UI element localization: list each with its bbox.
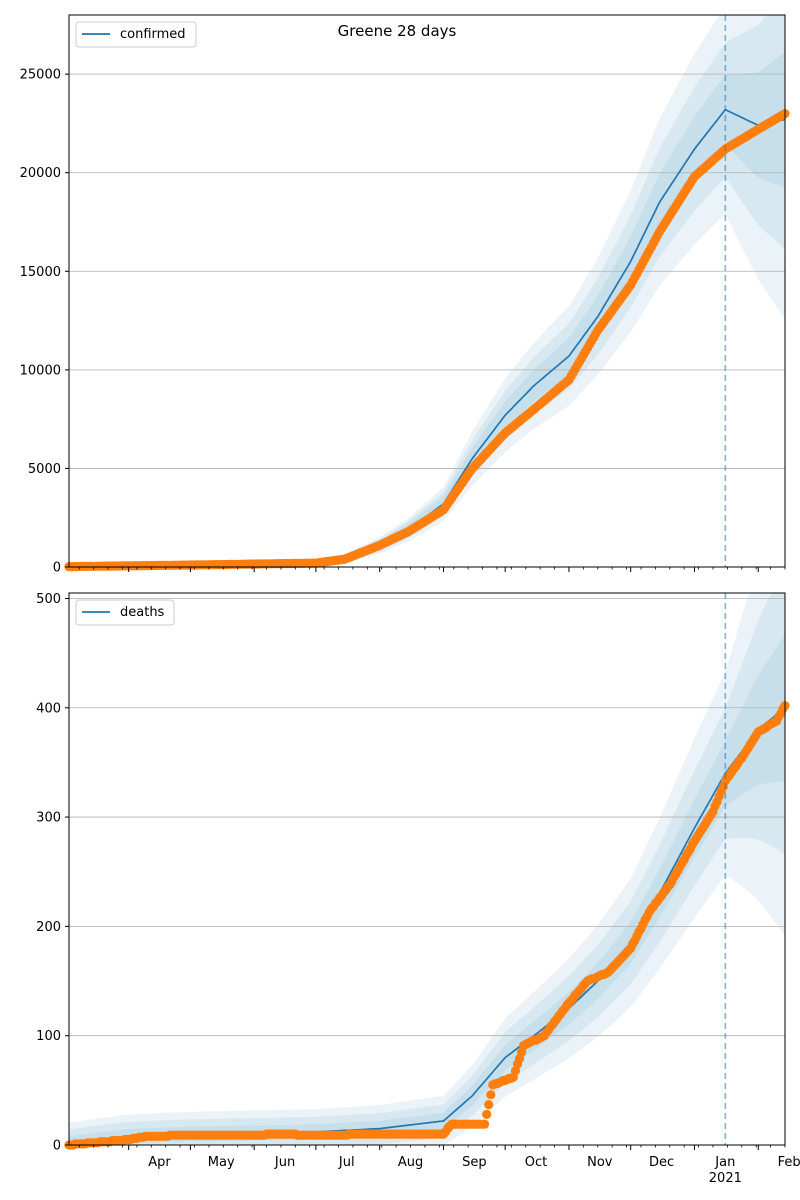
confirmed-axes-frame bbox=[68, 14, 786, 568]
deaths-y-axis: 0 100 200 300 400 500 bbox=[36, 592, 69, 1154]
confirmed-ytick-label: 15000 bbox=[20, 265, 61, 280]
confirmed-ytick-label: 20000 bbox=[20, 166, 61, 181]
confirmed-x-axis bbox=[78, 567, 786, 572]
deaths-observed-point bbox=[484, 1100, 494, 1110]
deaths-xtick-label: Nov bbox=[587, 1155, 613, 1170]
deaths-xtick-label: Aug bbox=[398, 1155, 423, 1170]
deaths-xtick-label: Sep bbox=[462, 1155, 487, 1170]
deaths-year-label: 2021 bbox=[709, 1171, 742, 1186]
deaths-observed-point bbox=[480, 1119, 490, 1129]
confirmed-ytick-label: 0 bbox=[53, 561, 61, 576]
chart-title: Greene 28 days bbox=[338, 22, 457, 40]
deaths-observed-points bbox=[64, 701, 790, 1150]
confirmed-y-axis: 0 5000 10000 15000 20000 25000 bbox=[20, 68, 69, 576]
deaths-xtick-label: Feb bbox=[778, 1155, 800, 1170]
deaths-ytick-label: 100 bbox=[36, 1029, 61, 1044]
deaths-ytick-label: 0 bbox=[53, 1139, 61, 1154]
confirmed-band-1 bbox=[69, 15, 785, 567]
deaths-legend-box bbox=[75, 599, 175, 626]
deaths-observed-point bbox=[482, 1109, 492, 1119]
deaths-ytick-label: 400 bbox=[36, 701, 61, 716]
deaths-xtick-label: May bbox=[208, 1155, 235, 1170]
deaths-axes-frame bbox=[68, 592, 786, 1146]
deaths-xtick-label: Jan bbox=[714, 1155, 735, 1170]
deaths-panel: 0 100 200 300 400 500 Apr May Jun Jul Aug Sep Oct No… bbox=[36, 592, 800, 1186]
deaths-legend-label: deaths bbox=[120, 605, 165, 620]
deaths-band-0 bbox=[69, 593, 785, 1145]
confirmed-band-0 bbox=[69, 15, 785, 567]
deaths-ytick-label: 500 bbox=[36, 592, 61, 607]
confirmed-uncertainty-bands bbox=[69, 15, 785, 567]
deaths-xtick-label: Apr bbox=[148, 1155, 171, 1170]
confirmed-ytick-label: 25000 bbox=[20, 68, 61, 83]
confirmed-band-2 bbox=[69, 51, 785, 567]
deaths-xtick-label: Jun bbox=[274, 1155, 295, 1170]
deaths-xtick-label: Dec bbox=[649, 1155, 674, 1170]
deaths-legend: deaths bbox=[75, 599, 175, 626]
deaths-gridlines bbox=[69, 598, 785, 1037]
confirmed-ytick-label: 5000 bbox=[28, 462, 61, 477]
confirmed-panel: 0 5000 10000 15000 20000 25000 confirmed Gree… bbox=[20, 14, 790, 576]
deaths-observed-point bbox=[486, 1090, 496, 1100]
confirmed-legend: confirmed bbox=[75, 21, 197, 48]
deaths-x-axis: Apr May Jun Jul Aug Sep Oct Nov Dec Jan Feb 2021 bbox=[78, 1145, 800, 1186]
confirmed-legend-box bbox=[75, 21, 197, 48]
deaths-uncertainty-bands bbox=[69, 593, 785, 1145]
confirmed-ytick-label: 10000 bbox=[20, 363, 61, 378]
deaths-xtick-label: Jul bbox=[338, 1155, 355, 1170]
confirmed-gridlines bbox=[69, 73, 785, 469]
deaths-band-1 bbox=[69, 593, 785, 1145]
deaths-xtick-label: Oct bbox=[525, 1155, 547, 1170]
deaths-ytick-label: 200 bbox=[36, 920, 61, 935]
deaths-ytick-label: 300 bbox=[36, 811, 61, 826]
confirmed-legend-label: confirmed bbox=[120, 27, 186, 42]
